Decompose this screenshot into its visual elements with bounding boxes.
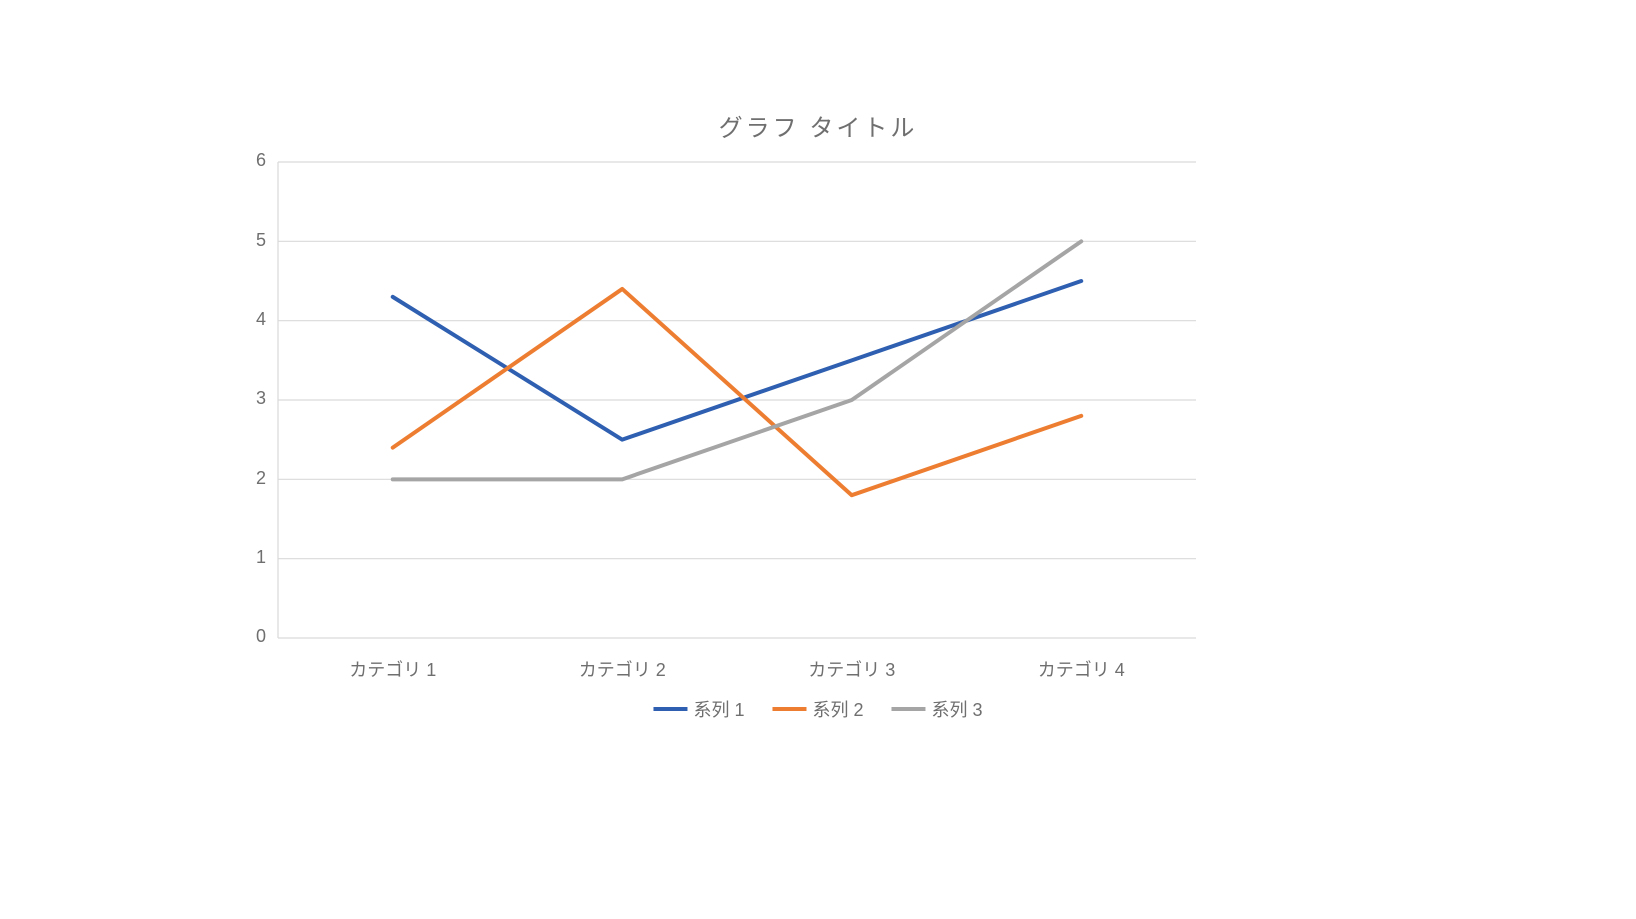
ytick-label: 2 <box>256 468 266 489</box>
legend-item-1: 系列 1 <box>653 696 744 722</box>
series-line-2 <box>393 289 1082 495</box>
legend-label: 系列 3 <box>932 696 983 722</box>
legend-label: 系列 1 <box>693 696 744 722</box>
xtick-label: カテゴリ 4 <box>1038 656 1125 682</box>
xtick-label: カテゴリ 3 <box>808 656 895 682</box>
legend-swatch <box>653 707 687 711</box>
legend-label: 系列 2 <box>812 696 863 722</box>
chart-plot-area <box>0 0 1636 919</box>
legend-swatch <box>892 707 926 711</box>
ytick-label: 4 <box>256 309 266 330</box>
legend-item-2: 系列 2 <box>772 696 863 722</box>
xtick-label: カテゴリ 1 <box>349 656 436 682</box>
legend-swatch <box>772 707 806 711</box>
chart-legend: 系列 1 系列 2 系列 3 <box>653 696 982 722</box>
ytick-label: 3 <box>256 388 266 409</box>
ytick-label: 6 <box>256 150 266 171</box>
line-chart: グラフ タイトル 0123456 カテゴリ 1カテゴリ 2カテゴリ 3カテゴリ … <box>0 0 1636 919</box>
series-line-1 <box>393 281 1082 440</box>
ytick-label: 0 <box>256 626 266 647</box>
ytick-label: 5 <box>256 230 266 251</box>
xtick-label: カテゴリ 2 <box>579 656 666 682</box>
ytick-label: 1 <box>256 547 266 568</box>
legend-item-3: 系列 3 <box>892 696 983 722</box>
